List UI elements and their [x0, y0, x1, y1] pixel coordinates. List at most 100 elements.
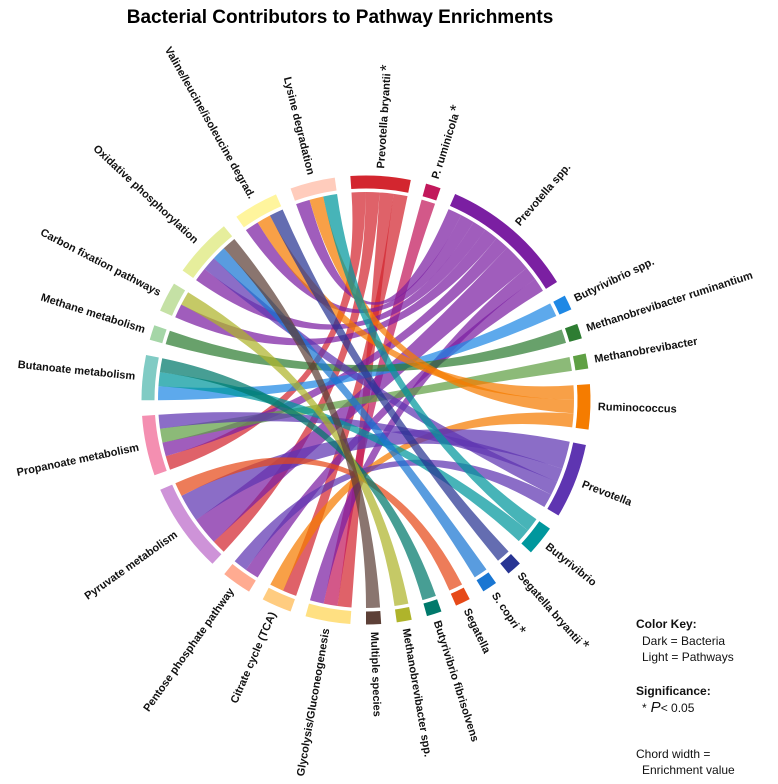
- node-arc: [236, 194, 282, 228]
- node-label: Prevotella spp.: [513, 161, 573, 228]
- node-label: Butyrivibrio: [543, 541, 599, 589]
- chord: [283, 193, 408, 596]
- node-name: Propanoate metabolism: [16, 442, 141, 479]
- node-label: Ruminococcus: [598, 401, 677, 415]
- node-name: Segatella bryantii: [515, 570, 584, 646]
- node-name: Butyrivibrio: [543, 541, 599, 589]
- node-label: Segatella: [461, 607, 493, 657]
- significance-marker: *: [377, 64, 396, 72]
- node-arc: [572, 353, 589, 371]
- node-name: Segatella: [461, 607, 493, 657]
- legend-title: Significance:: [636, 684, 711, 698]
- chord: [245, 278, 543, 578]
- node-label: Pyruvate metabolism: [83, 529, 181, 603]
- node-arc: [142, 414, 167, 476]
- chord: [245, 215, 474, 314]
- significance-symbol: P: [651, 699, 661, 716]
- node-name: Pyruvate metabolism: [83, 529, 181, 603]
- chord: [257, 215, 574, 400]
- node-name: Methanobrevibacter: [593, 335, 699, 365]
- legend-entry: Light = Pathways: [642, 650, 734, 664]
- node-label: Methane metabolism: [39, 292, 147, 336]
- chord: [270, 412, 574, 591]
- node-label: Prevotella bryantii*: [371, 64, 397, 169]
- node-arc: [500, 553, 520, 574]
- node-label: Oxidative phosphorylation: [91, 143, 201, 247]
- node-name: Lysine degradation: [281, 76, 317, 177]
- node-arc: [547, 442, 586, 516]
- node-arc: [394, 607, 412, 623]
- node-arc: [305, 603, 352, 624]
- node-arc: [141, 354, 159, 401]
- chord: [269, 209, 509, 561]
- node-name: Prevotella bryantii: [375, 73, 393, 169]
- node-label: Propanoate metabolism: [16, 442, 141, 479]
- node-name: Glycolysis/Gluconeogenesis: [295, 628, 332, 778]
- node-arc: [553, 295, 572, 315]
- node-arc: [423, 599, 442, 617]
- chord: [181, 429, 570, 520]
- node-label: Glycolysis/Gluconeogenesis: [295, 628, 332, 778]
- node-arc: [575, 384, 591, 430]
- node-arc: [290, 177, 337, 201]
- node-arc: [449, 193, 558, 289]
- node-label: S. copri*: [487, 588, 530, 640]
- node-name: P. ruminicola: [430, 111, 462, 180]
- node-name: Methane metabolism: [39, 292, 147, 336]
- node-label: Butyrivibrio spp.: [572, 256, 656, 305]
- node-name: Methanobrevibacter spp.: [400, 628, 434, 758]
- node-name: Prevotella: [580, 478, 634, 509]
- legend-entry: * P< 0.05: [642, 699, 695, 716]
- legend: Color Key: Dark = Bacteria Light = Pathway…: [636, 617, 735, 777]
- node-label: Methanobrevibacter spp.: [400, 628, 434, 758]
- legend-entry: Enrichment value: [642, 763, 735, 777]
- node-name: Citrate cycle (TCA): [229, 610, 279, 705]
- node-label: Prevotella: [580, 478, 634, 509]
- chords: [158, 192, 574, 608]
- node-arc: [350, 175, 411, 193]
- node-label: Carbon fixation pathways: [38, 227, 162, 299]
- chart-title: Bacterial Contributors to Pathway Enrich…: [127, 7, 554, 28]
- significance-text: < 0.05: [661, 701, 695, 715]
- node-label: Methanobrevibacter: [593, 335, 699, 365]
- node-name: Valine/leucine/isoleucine degrad.: [162, 45, 257, 201]
- chord: [158, 372, 528, 542]
- node-arc: [476, 572, 497, 592]
- node-arc: [149, 325, 167, 344]
- node-arc: [224, 563, 256, 592]
- legend-entry: Chord width =: [636, 747, 710, 761]
- node-name: Butanoate metabolism: [17, 359, 136, 383]
- node-label: Butanoate metabolism: [17, 359, 136, 383]
- legend-title: Color Key:: [636, 617, 697, 631]
- node-arc: [422, 183, 441, 201]
- node-label: Multiple species: [368, 632, 383, 717]
- node-label: Citrate cycle (TCA): [229, 610, 279, 705]
- chord: [165, 329, 567, 372]
- node-arc: [160, 283, 186, 316]
- node-label: Lysine degradation: [281, 76, 317, 177]
- node-name: Multiple species: [368, 632, 383, 717]
- node-name: Oxidative phosphorylation: [91, 143, 201, 247]
- node-label: P. ruminicola*: [426, 102, 467, 181]
- node-arc: [262, 587, 296, 612]
- significance-marker: *: [642, 701, 647, 715]
- node-label: Pentose phosphate pathway: [141, 585, 237, 714]
- node-name: Butyrivibrio spp.: [572, 256, 656, 305]
- node-label: Valine/leucine/isoleucine degrad.: [162, 45, 257, 201]
- node-arc: [521, 521, 550, 553]
- node-name: Ruminococcus: [598, 401, 677, 415]
- chord: [213, 248, 487, 578]
- node-arc: [182, 226, 233, 279]
- node-name: Carbon fixation pathways: [38, 227, 162, 299]
- legend-entry: Dark = Bacteria: [642, 634, 725, 648]
- node-name: S. copri: [489, 590, 521, 630]
- chord: [196, 221, 486, 330]
- node-name: Pentose phosphate pathway: [141, 585, 237, 714]
- node-arc: [160, 484, 222, 564]
- node-arc: [450, 587, 470, 606]
- node-arc: [564, 323, 582, 342]
- node-name: Prevotella spp.: [513, 161, 573, 228]
- chord: [158, 303, 557, 401]
